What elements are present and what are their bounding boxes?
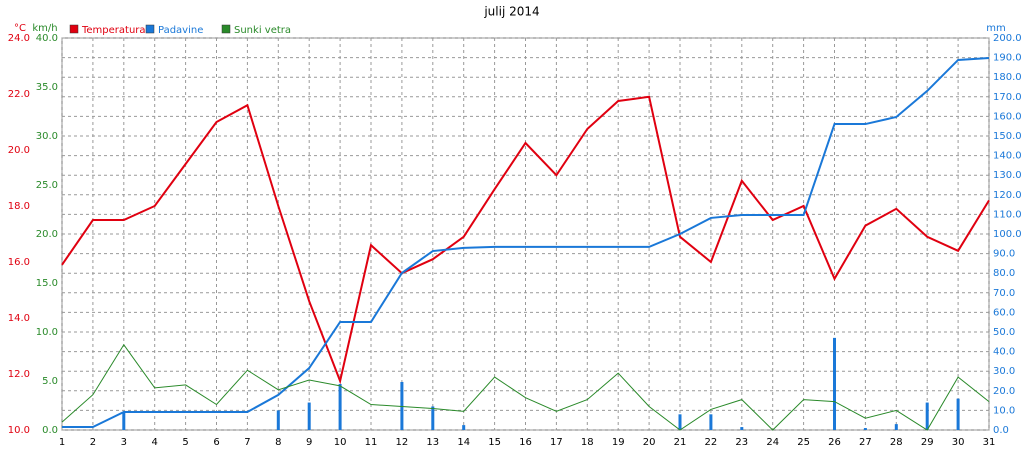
precip-bar <box>863 428 867 430</box>
y2-tick-label: 25.0 <box>36 180 58 191</box>
y3-tick-label: 60.0 <box>993 307 1015 318</box>
precip-bar <box>307 402 311 430</box>
x-tick-label: 17 <box>550 437 563 448</box>
y-tick-label: 22.0 <box>8 89 30 100</box>
y-tick-label: 16.0 <box>8 257 30 268</box>
x-tick-label: 25 <box>797 437 810 448</box>
precip-bar <box>122 412 126 430</box>
y-tick-label: 12.0 <box>8 369 30 380</box>
y3-tick-label: 130.0 <box>993 170 1022 181</box>
legend-label: Sunki vetra <box>234 25 291 36</box>
x-tick-label: 24 <box>766 437 779 448</box>
x-tick-label: 20 <box>643 437 656 448</box>
x-tick-label: 15 <box>488 437 501 448</box>
precip-bar <box>338 383 342 430</box>
precip-bar <box>740 427 744 430</box>
x-tick-label: 23 <box>735 437 748 448</box>
x-tick-label: 4 <box>152 437 158 448</box>
y2-tick-label: 10.0 <box>36 327 58 338</box>
legend-swatch <box>69 24 79 34</box>
x-tick-label: 16 <box>519 437 532 448</box>
y3-tick-label: 200.0 <box>993 33 1022 44</box>
x-tick-label: 18 <box>581 437 594 448</box>
y3-tick-label: 160.0 <box>993 111 1022 122</box>
x-tick-label: 8 <box>275 437 281 448</box>
series-line <box>61 343 990 431</box>
y2-tick-label: 40.0 <box>36 33 58 44</box>
y2-tick-label: 0.0 <box>42 425 58 436</box>
y3-tick-label: 150.0 <box>993 131 1022 142</box>
y3-tick-label: 140.0 <box>993 151 1022 162</box>
precip-bar <box>956 398 960 430</box>
y3-tick-label: 20.0 <box>993 386 1015 397</box>
x-tick-label: 27 <box>859 437 872 448</box>
x-tick-label: 2 <box>90 437 96 448</box>
y2-axis-label: km/h <box>32 23 57 34</box>
x-tick-label: 21 <box>674 437 687 448</box>
x-tick-label: 29 <box>921 437 934 448</box>
legend-label: Padavine <box>158 25 203 36</box>
x-tick-label: 3 <box>121 437 127 448</box>
y2-tick-label: 15.0 <box>36 278 58 289</box>
y-axis-label: °C <box>14 23 26 34</box>
x-tick-label: 22 <box>705 437 718 448</box>
y3-tick-label: 0.0 <box>993 425 1009 436</box>
x-tick-label: 5 <box>182 437 188 448</box>
y3-tick-label: 180.0 <box>993 72 1022 83</box>
y3-tick-label: 30.0 <box>993 366 1015 377</box>
chart-title: julij 2014 <box>483 5 539 19</box>
x-tick-label: 14 <box>457 437 470 448</box>
x-tick-label: 10 <box>334 437 347 448</box>
x-tick-label: 31 <box>983 437 996 448</box>
y3-tick-label: 90.0 <box>993 249 1015 260</box>
y3-tick-label: 40.0 <box>993 347 1015 358</box>
x-tick-label: 6 <box>213 437 219 448</box>
x-tick-label: 28 <box>890 437 903 448</box>
x-tick-label: 19 <box>612 437 625 448</box>
x-tick-label: 13 <box>426 437 439 448</box>
y-tick-label: 20.0 <box>8 145 30 156</box>
y3-tick-label: 120.0 <box>993 190 1022 201</box>
precip-bar <box>833 337 836 430</box>
x-tick-label: 1 <box>59 437 65 448</box>
y-tick-label: 14.0 <box>8 313 30 324</box>
y3-axis-label: mm <box>986 23 1005 34</box>
precip-bar <box>276 410 280 430</box>
y3-tick-label: 50.0 <box>993 327 1015 338</box>
y3-tick-label: 80.0 <box>993 268 1015 279</box>
x-tick-label: 26 <box>828 437 841 448</box>
x-tick-label: 12 <box>396 437 409 448</box>
legend-swatch <box>221 24 231 34</box>
y2-tick-label: 30.0 <box>36 131 58 142</box>
y3-tick-label: 10.0 <box>993 405 1015 416</box>
y3-tick-label: 190.0 <box>993 53 1022 64</box>
y2-tick-label: 35.0 <box>36 82 58 93</box>
precip-bar <box>709 414 713 430</box>
y-tick-label: 24.0 <box>8 33 30 44</box>
legend-label: Temperatura <box>81 25 146 36</box>
y3-tick-label: 100.0 <box>993 229 1022 240</box>
x-tick-label: 9 <box>306 437 312 448</box>
precip-bar <box>678 414 682 430</box>
x-tick-label: 30 <box>952 437 965 448</box>
y2-tick-label: 5.0 <box>42 376 58 387</box>
precip-bar <box>894 424 898 430</box>
precip-bar <box>925 402 929 430</box>
y3-tick-label: 110.0 <box>993 209 1022 220</box>
y-tick-label: 18.0 <box>8 201 30 212</box>
y3-tick-label: 70.0 <box>993 288 1015 299</box>
precip-bar <box>462 425 466 430</box>
series-line <box>61 95 990 385</box>
precip-bar <box>431 406 435 430</box>
legend-swatch <box>145 24 155 34</box>
y3-tick-label: 170.0 <box>993 92 1022 103</box>
x-tick-label: 7 <box>244 437 250 448</box>
x-tick-label: 11 <box>365 437 378 448</box>
y-tick-label: 10.0 <box>8 425 30 436</box>
series-line <box>62 56 990 429</box>
y2-tick-label: 20.0 <box>36 229 58 240</box>
